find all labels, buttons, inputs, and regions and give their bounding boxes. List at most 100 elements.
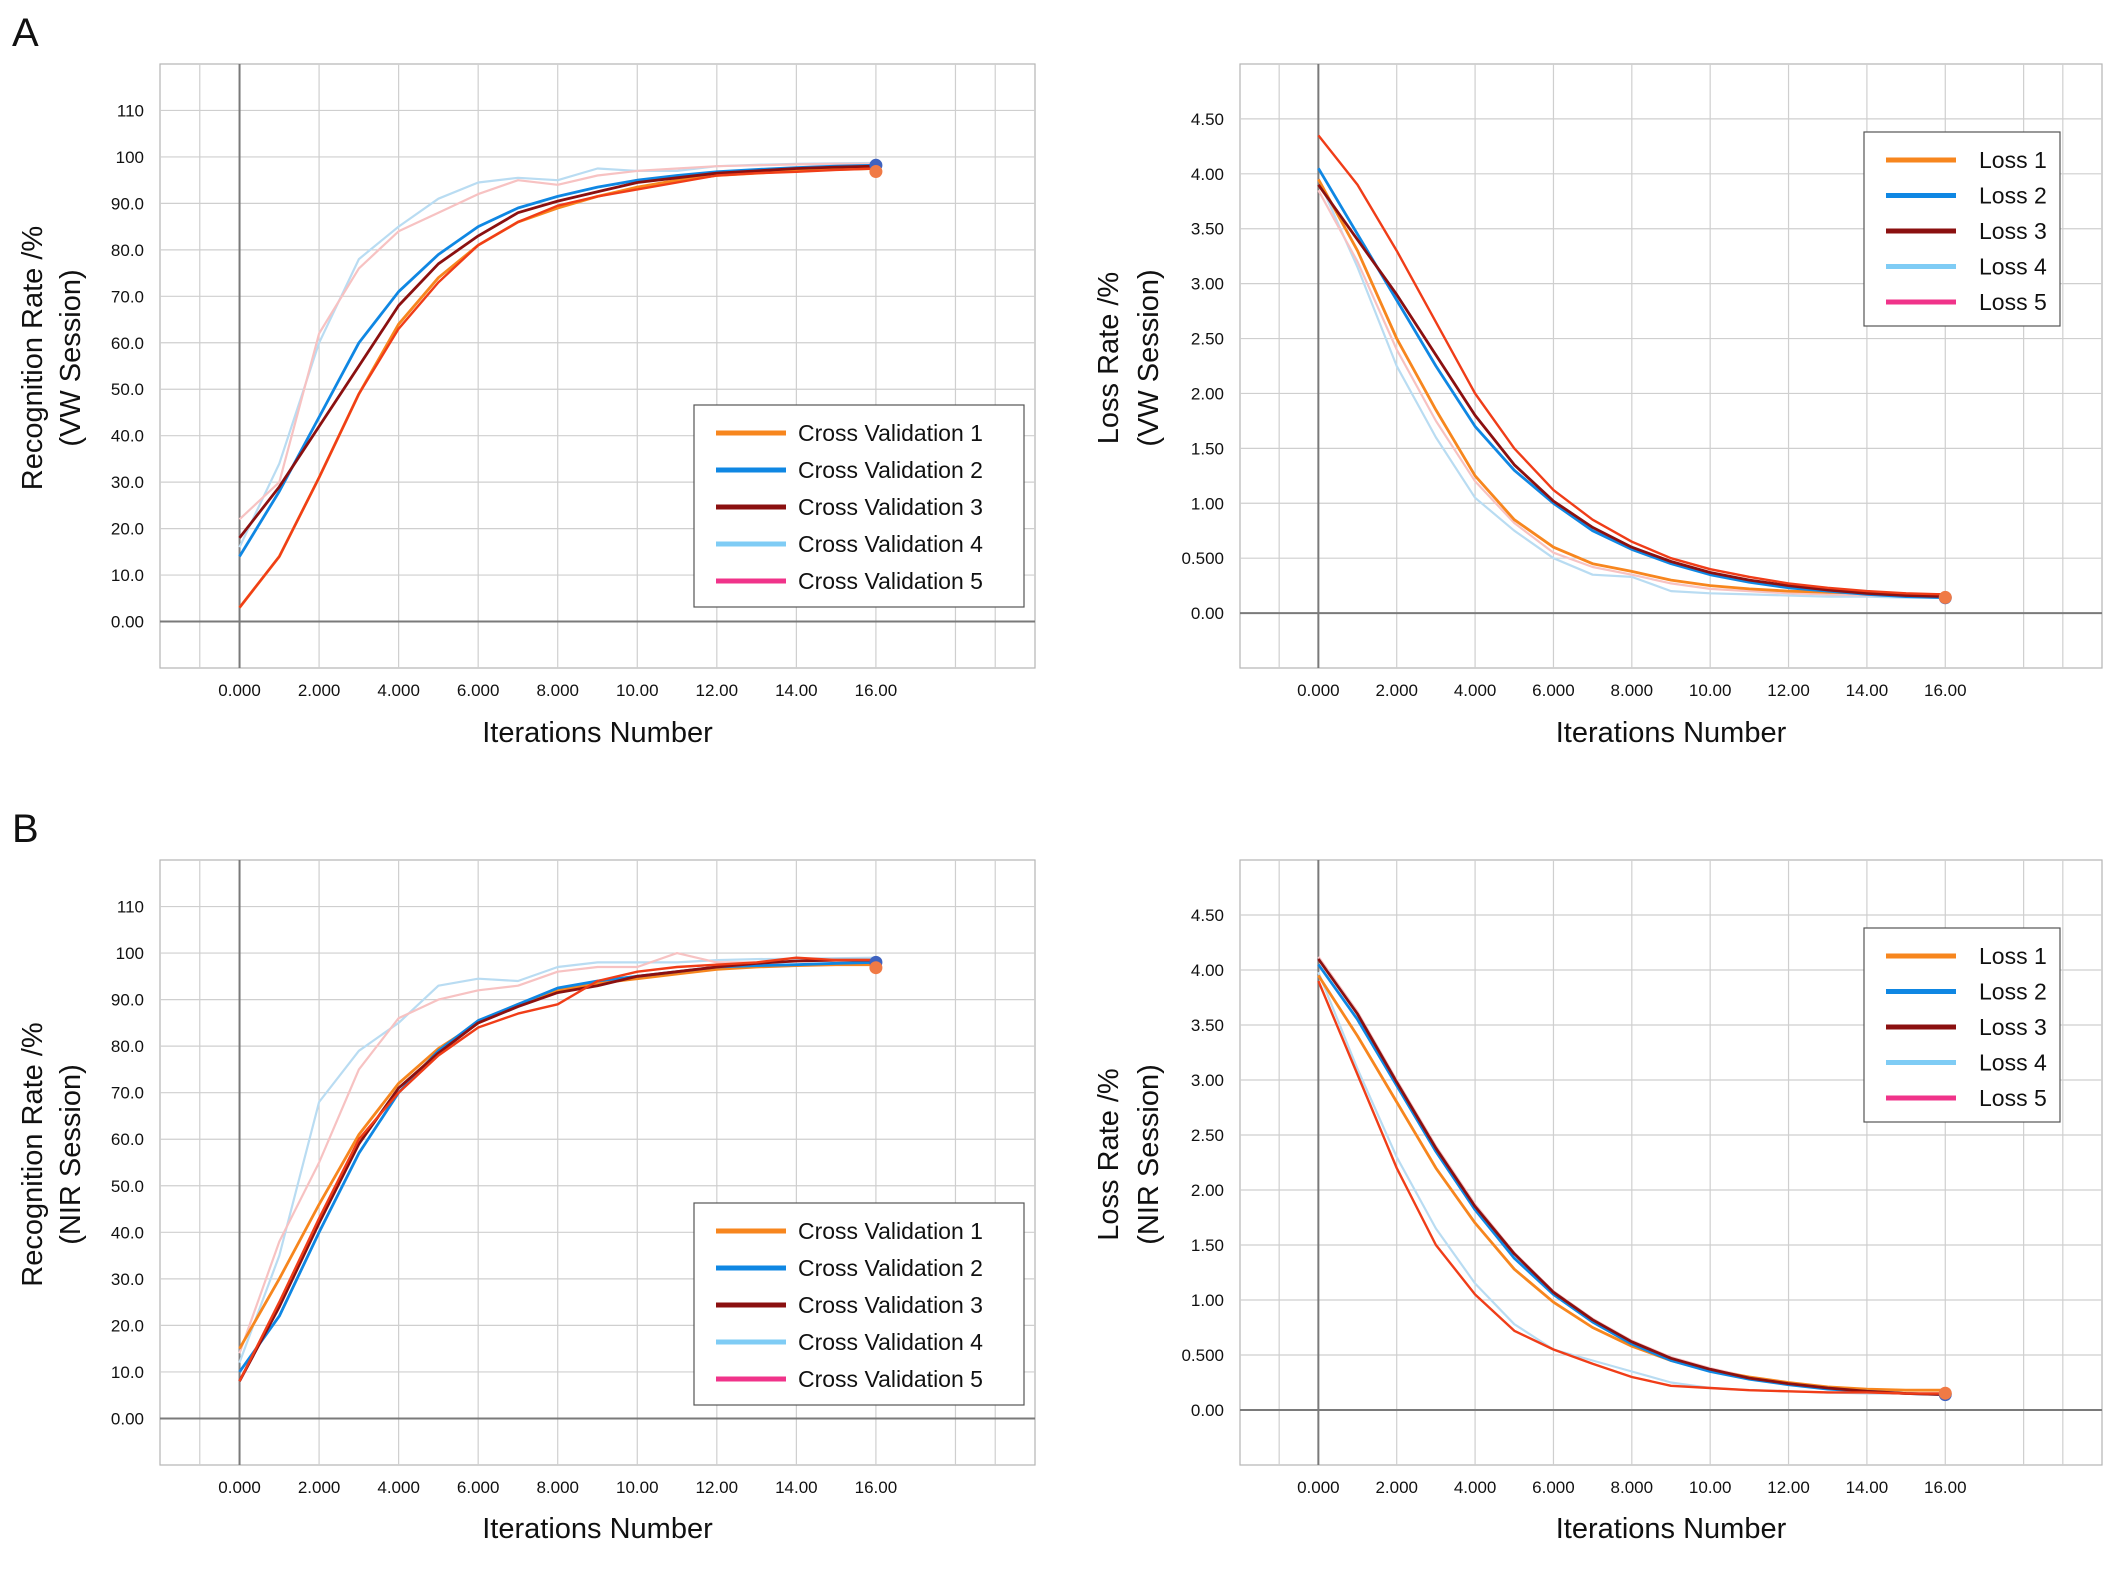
chart-a-loss: 0.000 2.000 4.000 6.000 8.000 10.00 12.00 14.00… (1093, 63, 2103, 749)
x-tick-label: 0.000 (218, 1478, 261, 1497)
legend-label-3: Loss 3 (1979, 1014, 2047, 1040)
legend-label-1: Cross Validation 1 (798, 1218, 983, 1244)
x-tick-label: 2.000 (298, 1478, 341, 1497)
x-tick-label: 16.00 (1924, 1478, 1967, 1497)
y-tick-label: 2.00 (1191, 1181, 1224, 1200)
y-tick-label: 3.00 (1191, 275, 1224, 294)
y-tick-label: 50.0 (111, 380, 144, 399)
x-tick-label: 6.000 (1532, 681, 1575, 700)
plot-frame (1239, 63, 2103, 669)
x-tick-label: 10.00 (1689, 681, 1732, 700)
y-tick-label: 0.500 (1181, 1346, 1224, 1365)
series-line-3 (1317, 183, 1946, 598)
y-tick-label: 1.50 (1191, 1236, 1224, 1255)
x-tick-label: 12.00 (1767, 681, 1810, 700)
series-line-highlight (238, 956, 876, 1382)
series-line-faded (1317, 178, 1946, 599)
y-axis-title-line1: Loss Rate /% (1093, 272, 1125, 444)
y-tick-label: 20.0 (111, 1316, 144, 1335)
legend-label-5: Cross Validation 5 (798, 1366, 983, 1392)
legend-label-2: Loss 2 (1979, 183, 2047, 209)
x-tick-label: 10.00 (616, 681, 659, 700)
x-tick-label: 4.000 (1454, 681, 1497, 700)
y-tick-label: 0.00 (1191, 1401, 1224, 1420)
series-line-highlight (238, 167, 876, 609)
legend-label-5: Loss 5 (1979, 289, 2047, 315)
series-line-3 (238, 164, 876, 539)
y-tick-label: 70.0 (111, 1084, 144, 1103)
y-tick-label: 110 (117, 898, 144, 917)
x-axis-title: Iterations Number (1556, 1513, 1787, 1545)
chart-b-recognition: 0.000 2.000 4.000 6.000 8.000 10.00 12.00 14.00… (17, 859, 1036, 1545)
legend-label-4: Cross Validation 4 (798, 1329, 983, 1355)
y-tick-label: 50.0 (111, 1177, 144, 1196)
legend-label-3: Cross Validation 3 (798, 494, 983, 520)
y-tick-label: 3.00 (1191, 1071, 1224, 1090)
y-tick-label: 2.50 (1191, 1126, 1224, 1145)
x-tick-label: 16.00 (855, 681, 898, 700)
legend-label-2: Cross Validation 2 (798, 457, 983, 483)
series-line-highlight (1317, 134, 1946, 596)
end-marker (1938, 1386, 1952, 1400)
series-group (238, 951, 883, 1382)
x-tick-label: 6.000 (1532, 1478, 1575, 1497)
y-tick-label: 10.0 (111, 1363, 144, 1382)
series-line-faded (238, 956, 876, 1363)
y-tick-label: 4.00 (1191, 165, 1224, 184)
y-tick-label: 90.0 (111, 194, 144, 213)
y-tick-label: 20.0 (111, 520, 144, 539)
chart-b-loss: 0.000 2.000 4.000 6.000 8.000 10.00 12.00 14.00… (1093, 859, 2103, 1545)
legend-label-3: Loss 3 (1979, 218, 2047, 244)
x-tick-label: 8.000 (536, 681, 579, 700)
series-line-1 (1317, 974, 1946, 1392)
x-tick-label: 16.00 (1924, 681, 1967, 700)
end-marker (869, 165, 883, 179)
y-tick-label: 2.50 (1191, 330, 1224, 349)
y-axis-title-line1: Recognition Rate /% (17, 226, 49, 490)
legend-label-2: Cross Validation 2 (798, 1255, 983, 1281)
x-tick-label: 14.00 (1846, 1478, 1889, 1497)
x-axis-title: Iterations Number (482, 1513, 713, 1545)
x-tick-label: 8.000 (536, 1478, 579, 1497)
y-tick-label: 0.00 (111, 613, 144, 632)
y-tick-label: 1.50 (1191, 439, 1224, 458)
y-tick-label: 80.0 (111, 241, 144, 260)
series-line-3 (238, 958, 876, 1382)
y-axis-title-line2: (VW Session) (1133, 269, 1165, 446)
x-tick-label: 14.00 (775, 1478, 818, 1497)
y-tick-label: 10.0 (111, 566, 144, 585)
x-tick-label: 2.000 (1375, 1478, 1418, 1497)
y-axis-title-line2: (NIR Session) (1133, 1064, 1165, 1245)
legend: Cross Validation 1 Cross Validation 2 Cros… (693, 404, 1025, 608)
plot-frame (159, 63, 1036, 669)
x-tick-label: 0.000 (1297, 681, 1340, 700)
y-axis-title-line2: (VW Session) (55, 269, 87, 446)
legend-label-5: Loss 5 (1979, 1085, 2047, 1111)
y-tick-label: 110 (117, 101, 144, 120)
x-tick-label: 0.000 (218, 681, 261, 700)
chart-a-recognition: 0.000 2.000 4.000 6.000 8.000 10.00 12.00 14.00… (17, 63, 1036, 749)
y-tick-label: 60.0 (111, 1130, 144, 1149)
x-tick-label: 6.000 (457, 681, 500, 700)
y-tick-label: 90.0 (111, 991, 144, 1010)
end-marker (1938, 590, 1952, 604)
x-tick-label: 4.000 (377, 1478, 420, 1497)
y-tick-label: 1.00 (1191, 494, 1224, 513)
y-tick-label: 0.00 (111, 1409, 144, 1428)
y-tick-label: 4.50 (1191, 906, 1224, 925)
y-axis-title-line1: Recognition Rate /% (17, 1022, 49, 1286)
x-tick-label: 4.000 (377, 681, 420, 700)
panel-label-a: A (12, 11, 39, 55)
legend: Loss 1 Loss 2 Loss 3 Loss 4 Loss 5 (1863, 131, 2061, 327)
y-tick-label: 4.00 (1191, 961, 1224, 980)
y-tick-label: 30.0 (111, 473, 144, 492)
y-tick-label: 100 (116, 148, 144, 167)
x-tick-label: 12.00 (696, 1478, 739, 1497)
legend-label-4: Cross Validation 4 (798, 531, 983, 557)
y-tick-label: 80.0 (111, 1037, 144, 1056)
series-group (1317, 956, 1952, 1402)
legend-label-5: Cross Validation 5 (798, 568, 983, 594)
legend-label-4: Loss 4 (1979, 1050, 2047, 1076)
x-tick-label: 4.000 (1454, 1478, 1497, 1497)
legend-label-3: Cross Validation 3 (798, 1292, 983, 1318)
